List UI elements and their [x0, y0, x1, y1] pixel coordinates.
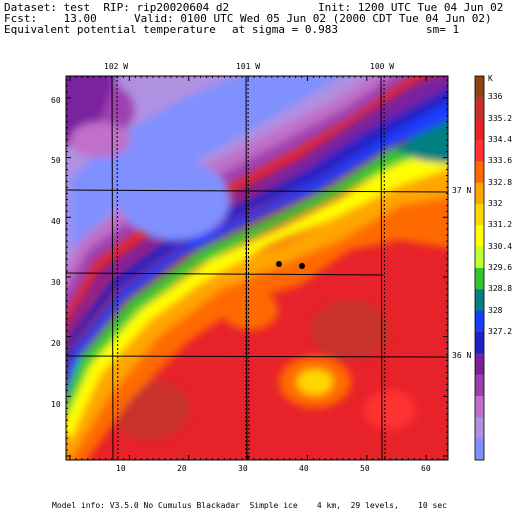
legend-label: 328: [488, 305, 503, 315]
legend-swatch: [475, 182, 484, 205]
header-field-name: Equivalent potential temperature: [4, 23, 216, 36]
legend-swatch: [475, 268, 484, 290]
station-marker: [276, 261, 282, 267]
legend-unit: K: [488, 74, 493, 83]
header-forecast-hour: Fcst: 13.00: [4, 12, 97, 25]
legend-swatch: [475, 310, 484, 333]
graticule-lines: [116, 76, 386, 460]
header-sigma-level: at sigma = 0.983: [232, 23, 338, 36]
y-tick-label: 60: [51, 96, 61, 105]
axis-ticks: [66, 76, 448, 460]
legend-swatch: [475, 417, 484, 440]
legend-swatch: [475, 246, 484, 269]
legend-label: 335.2: [488, 113, 512, 123]
field-shading: [66, 76, 448, 460]
y-tick-label: 40: [51, 217, 61, 226]
header-dataset: Dataset: test RIP: rip20020604 d2: [4, 1, 230, 14]
longitude-label-100w: 100 W: [370, 62, 395, 71]
header-valid-time: Valid: 0100 UTC Wed 05 Jun 02 (2000 CDT …: [134, 12, 492, 25]
y-tick-label: 30: [51, 278, 61, 287]
legend-swatch: [475, 332, 484, 354]
x-tick-label: 40: [299, 464, 309, 473]
longitude-label-101w: 101 W: [236, 62, 261, 71]
legend-label: 329.6: [488, 263, 512, 272]
longitude-label-102w: 102 W: [104, 62, 129, 71]
legend-swatch: [475, 353, 484, 376]
legend-swatch: [475, 204, 484, 226]
y-tick-label: 50: [51, 156, 61, 165]
legend-label: 333.6: [488, 156, 512, 166]
x-tick-label: 10: [116, 464, 126, 473]
header-init-time: Init: 1200 UTC Tue 04 Jun 02: [318, 1, 504, 14]
legend-swatch: [475, 289, 484, 312]
legend-label: 332.8: [488, 177, 512, 187]
legend-swatch: [475, 225, 484, 248]
y-tick-label: 20: [51, 339, 61, 348]
latitude-label-36n: 36 N: [452, 351, 472, 360]
legend-label: 334.4: [488, 135, 512, 144]
legend-label: 332: [488, 199, 503, 208]
latitude-label-37n: 37 N: [452, 186, 472, 195]
x-tick-label: 60: [421, 464, 431, 473]
map-frame: [65, 75, 449, 461]
legend-swatch: [475, 76, 484, 98]
legend-label: 328.8: [488, 284, 512, 294]
x-tick-label: 50: [360, 464, 370, 473]
legend-swatch: [475, 438, 484, 461]
legend-label: 331.2: [488, 220, 512, 230]
legend-label: 336: [488, 92, 503, 102]
legend-swatch: [475, 396, 484, 418]
legend-swatch: [475, 140, 484, 162]
boundary-lines: [66, 76, 448, 460]
legend-swatch: [475, 374, 484, 397]
legend-frame: [474, 75, 485, 461]
legend-swatch: [475, 97, 484, 120]
model-info: Model info: V3.5.0 No Cumulus Blackadar …: [52, 501, 447, 510]
legend-label: 330.4: [488, 241, 512, 251]
header-smoothing: sm= 1: [426, 23, 460, 36]
legend-swatch: [475, 161, 484, 184]
station-marker: [299, 263, 305, 269]
legend-swatch: [475, 118, 484, 141]
y-tick-label: 10: [51, 400, 61, 409]
x-tick-label: 30: [238, 464, 248, 473]
legend-label: 327.2: [488, 327, 512, 336]
x-tick-label: 20: [177, 464, 187, 473]
